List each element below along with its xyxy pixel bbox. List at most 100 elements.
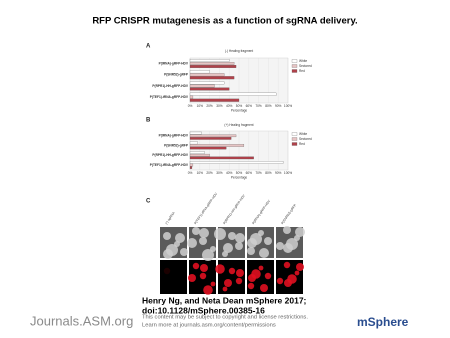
bar (189, 95, 194, 99)
cell-red (215, 264, 225, 274)
citation-authors: Henry Ng, and Neta Dean mSphere 2017; (142, 295, 307, 305)
footer-link[interactable]: Learn more at journals.asm.org/content/p… (142, 323, 276, 329)
chart-title: (-) Healing fragment (225, 49, 253, 53)
cell-red (188, 274, 196, 282)
legend-label: White (299, 132, 307, 136)
x-tick-label: 80% (265, 104, 272, 108)
cell-red (236, 269, 244, 277)
slide-title: RFP CRISPR mutagenesis as a function of … (92, 16, 357, 27)
cell-red (294, 270, 300, 276)
bar (189, 98, 240, 102)
cell-red (163, 267, 171, 275)
bar (189, 146, 227, 150)
cell-red (222, 286, 228, 292)
x-tick-label: 90% (275, 171, 282, 175)
cell-red (260, 284, 268, 292)
legend-label: Sectored (299, 137, 312, 141)
cell-red (276, 277, 284, 285)
citation-doi: doi:10.1128/mSphere.00385-16 (142, 305, 265, 315)
x-tick-label: 40% (226, 171, 233, 175)
x-tick-label: 10% (197, 171, 204, 175)
bar (189, 166, 193, 169)
bar (189, 163, 194, 167)
legend-swatch (291, 64, 298, 68)
bar (189, 59, 230, 62)
bar (189, 73, 225, 77)
x-tick-label: 90% (275, 104, 282, 108)
bar (189, 70, 210, 74)
panel-label: A (146, 44, 151, 50)
legend-swatch (291, 142, 298, 146)
legend-swatch (291, 137, 298, 141)
cell-red (224, 279, 232, 287)
cell (187, 238, 197, 248)
cell (247, 247, 255, 255)
cell-red (283, 261, 291, 269)
cell (163, 232, 171, 240)
cell (259, 248, 269, 258)
column-label: P(RPR1)-HH-gRFP-HDV (222, 193, 246, 225)
footer-notice: This content may be subject to copyright… (142, 315, 308, 321)
column-label: P(TEF1)-tRNA-gRFP-HDV (193, 191, 218, 225)
bar (189, 84, 215, 88)
cell (247, 238, 257, 248)
bar (189, 151, 205, 154)
bar (189, 62, 235, 65)
x-tick-label: 40% (226, 104, 233, 108)
cell (276, 242, 284, 250)
x-tick-label: 30% (216, 171, 223, 175)
legend-swatch (291, 69, 298, 73)
cell (235, 242, 243, 250)
y-tick-label: P(SNR52)-gRFP (164, 73, 189, 77)
footer-brand: Journals.ASM.org (30, 313, 133, 328)
x-tick-label: 80% (265, 171, 272, 175)
cell-red (200, 264, 208, 272)
panel-label: B (146, 118, 151, 124)
bar (189, 76, 235, 80)
cell-red (284, 279, 292, 287)
y-tick-label: P(RPR1)-HH-gRFP-HDV (152, 84, 188, 88)
legend-swatch (291, 59, 298, 63)
panel-label: C (146, 199, 151, 205)
cell-red (192, 262, 200, 270)
cell (180, 248, 188, 256)
cell (175, 233, 185, 243)
bar (189, 141, 198, 145)
y-tick-label: P(RPR1)-HH-gRFP-HDV (152, 153, 188, 157)
y-tick-label: P(TEF1)-tRNA-gRFP-HDV (150, 163, 189, 167)
bar (189, 144, 245, 147)
legend-label: White (299, 59, 307, 63)
fluorescence-image (160, 260, 187, 294)
cell-red (199, 272, 207, 280)
cell (163, 249, 173, 259)
legend-swatch (291, 132, 298, 136)
bar (189, 92, 277, 96)
x-tick-label: 60% (246, 104, 253, 108)
cell (295, 227, 305, 237)
chart-title: (+) Healing fragment (224, 123, 253, 127)
cell-red (247, 282, 255, 290)
bar (189, 65, 237, 68)
y-tick-label: P(tRNA)-gRFP-HDV (159, 134, 189, 138)
cell (283, 243, 293, 253)
x-axis-label: Percentage (231, 175, 248, 179)
cell (223, 243, 233, 253)
cell-red (258, 265, 264, 271)
x-tick-label: 0% (188, 171, 193, 175)
cell (294, 235, 300, 241)
cell-red (296, 263, 304, 271)
cell-red (228, 267, 236, 275)
x-tick-label: 50% (236, 171, 243, 175)
cell-red (235, 277, 243, 285)
x-tick-label: 10% (197, 104, 204, 108)
bar (189, 153, 210, 157)
x-tick-label: 30% (216, 104, 223, 108)
cell (174, 241, 180, 247)
bar (189, 131, 202, 135)
cell (199, 228, 209, 238)
footer-logo: mSphere (357, 315, 409, 329)
bar (189, 137, 232, 140)
cell-red (248, 274, 256, 282)
column-label: P(SNR52)-gRFP (280, 203, 297, 225)
